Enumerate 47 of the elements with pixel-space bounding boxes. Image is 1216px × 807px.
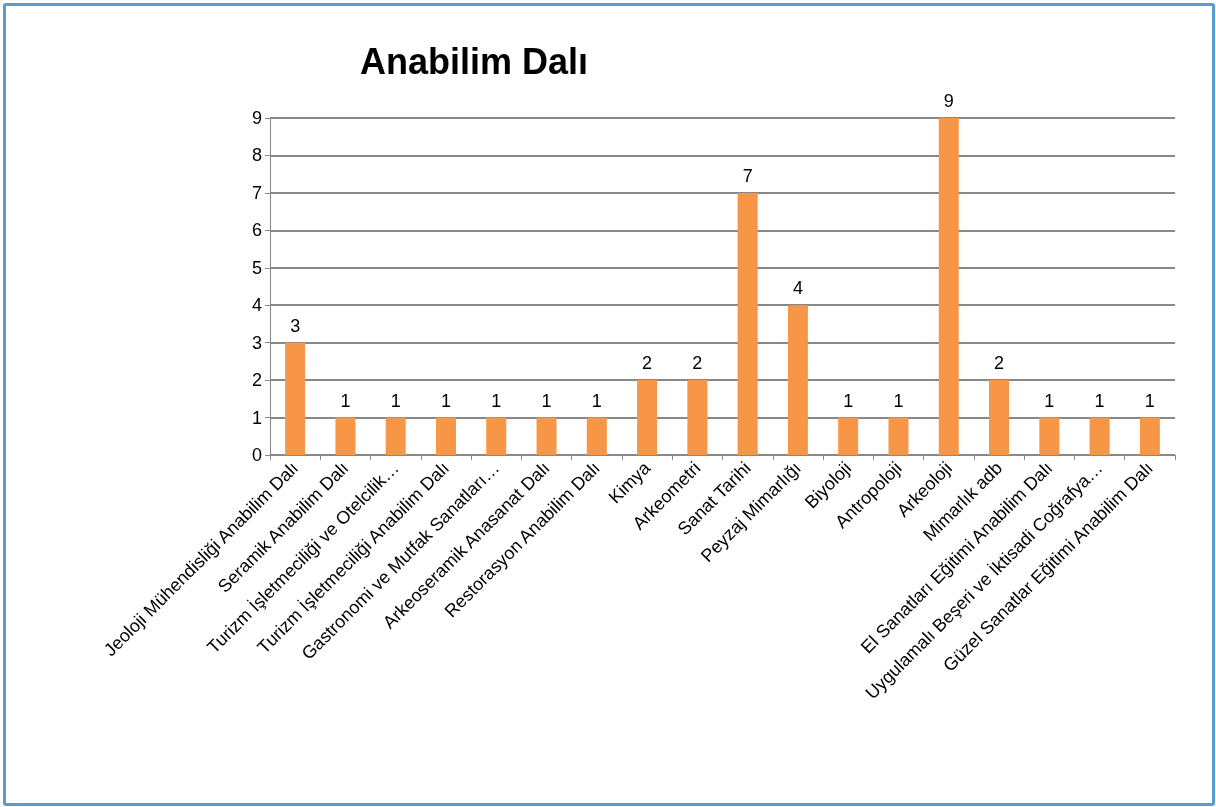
bar (435, 417, 456, 455)
data-label: 4 (792, 278, 803, 299)
data-label: 3 (290, 315, 301, 336)
y-tick-label: 1 (251, 407, 262, 428)
bar (787, 305, 808, 455)
data-label: 1 (541, 390, 552, 411)
data-label: 1 (1144, 390, 1155, 411)
y-tick-label: 3 (251, 332, 262, 353)
data-label: 1 (591, 390, 602, 411)
y-tick-label: 8 (251, 145, 262, 166)
data-label: 1 (440, 390, 451, 411)
data-label: 1 (843, 390, 854, 411)
data-label: 9 (943, 91, 954, 111)
y-tick-label: 9 (251, 108, 262, 128)
bar (737, 192, 758, 455)
y-tick-label: 6 (251, 220, 262, 241)
data-label: 1 (1094, 390, 1105, 411)
bar (1139, 417, 1160, 455)
bar (687, 380, 708, 455)
bar (285, 342, 306, 455)
bar (637, 380, 658, 455)
bar (1039, 417, 1060, 455)
y-tick-label: 7 (251, 182, 262, 203)
y-tick-label: 4 (251, 295, 262, 316)
bar (536, 417, 557, 455)
bar (335, 417, 356, 455)
y-tick-label: 0 (251, 445, 262, 465)
bar (586, 417, 607, 455)
bar (838, 417, 859, 455)
data-label: 1 (893, 390, 904, 411)
data-label: 1 (340, 390, 351, 411)
bar (938, 118, 959, 455)
chart-title: Anabilim Dalı (360, 40, 589, 82)
data-label: 2 (692, 353, 703, 374)
bar (989, 380, 1010, 455)
bar (385, 417, 406, 455)
data-label: 2 (642, 353, 653, 374)
bar (1089, 417, 1110, 455)
data-label: 1 (390, 390, 401, 411)
data-label: 2 (994, 353, 1005, 374)
y-tick-label: 2 (251, 370, 262, 391)
bar (486, 417, 507, 455)
data-label: 1 (491, 390, 502, 411)
bar (888, 417, 909, 455)
y-tick-label: 5 (251, 257, 262, 278)
data-label: 7 (742, 165, 753, 186)
data-label: 1 (1044, 390, 1055, 411)
